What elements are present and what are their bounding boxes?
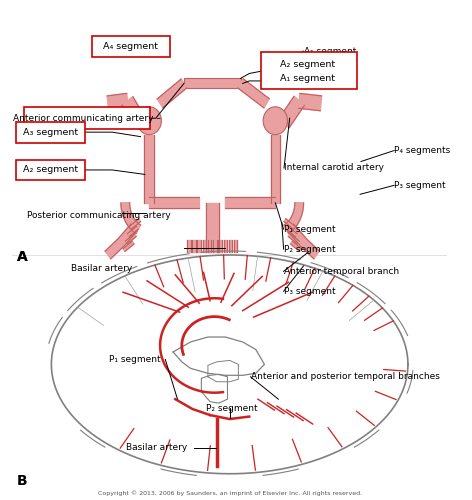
Polygon shape [287,224,320,259]
Circle shape [263,107,287,134]
Text: Anterior and posterior temporal branches: Anterior and posterior temporal branches [251,372,439,382]
Text: Copyright © 2013, 2006 by Saunders, an imprint of Elsevier Inc. All rights reser: Copyright © 2013, 2006 by Saunders, an i… [98,490,362,496]
Text: Internal carotid artery: Internal carotid artery [284,164,384,172]
Polygon shape [107,94,128,110]
Text: P₄ segments: P₄ segments [394,146,450,155]
Polygon shape [157,79,187,108]
FancyBboxPatch shape [25,108,150,129]
FancyBboxPatch shape [92,36,169,57]
Text: Posterior communicating artery: Posterior communicating artery [27,210,171,220]
Polygon shape [224,240,227,252]
Polygon shape [270,134,280,203]
Text: Anterior communicating artery –: Anterior communicating artery – [13,114,161,122]
Polygon shape [202,240,206,252]
Text: P₃ segment: P₃ segment [394,181,446,190]
Circle shape [137,107,161,134]
Text: A₄ segment: A₄ segment [103,42,158,51]
Polygon shape [299,94,321,110]
Polygon shape [225,198,275,208]
Text: P₃ segment: P₃ segment [284,287,336,296]
Text: A₂ segment: A₂ segment [23,166,78,174]
Polygon shape [279,96,304,128]
Polygon shape [187,240,191,252]
Polygon shape [284,219,295,229]
Text: Basilar artery: Basilar artery [126,444,187,452]
Polygon shape [197,240,201,252]
Polygon shape [219,240,222,252]
Polygon shape [184,78,241,88]
Polygon shape [213,240,217,252]
Polygon shape [127,226,138,236]
Text: A₁ segment: A₁ segment [279,74,335,83]
Polygon shape [105,224,137,259]
Text: P₁ segment: P₁ segment [109,355,160,364]
Polygon shape [238,79,269,108]
Text: P₂ segment: P₂ segment [284,244,336,254]
Text: P₁ segment: P₁ segment [284,224,336,234]
Text: A₅ segment: A₅ segment [303,46,356,56]
Text: A₃ segment: A₃ segment [23,128,78,136]
Polygon shape [234,240,237,252]
Polygon shape [149,198,199,208]
Polygon shape [284,202,303,234]
Text: A: A [17,250,27,264]
Polygon shape [121,202,141,234]
Polygon shape [229,240,232,252]
FancyBboxPatch shape [16,160,85,180]
Polygon shape [123,241,134,252]
Polygon shape [122,96,146,128]
Polygon shape [208,240,211,252]
Polygon shape [125,234,136,244]
Text: A: A [17,250,27,264]
Text: P₂ segment: P₂ segment [206,404,257,412]
Polygon shape [286,226,297,236]
Polygon shape [206,203,219,252]
Text: Basilar artery: Basilar artery [71,264,132,274]
Polygon shape [144,134,154,203]
Text: Anterior temporal branch: Anterior temporal branch [284,267,399,276]
FancyBboxPatch shape [261,52,357,90]
Polygon shape [288,234,299,244]
Polygon shape [192,240,196,252]
Polygon shape [130,219,141,229]
FancyBboxPatch shape [16,122,85,142]
Polygon shape [291,241,302,252]
Text: A₂ segment: A₂ segment [279,60,335,68]
Text: B: B [17,474,27,488]
